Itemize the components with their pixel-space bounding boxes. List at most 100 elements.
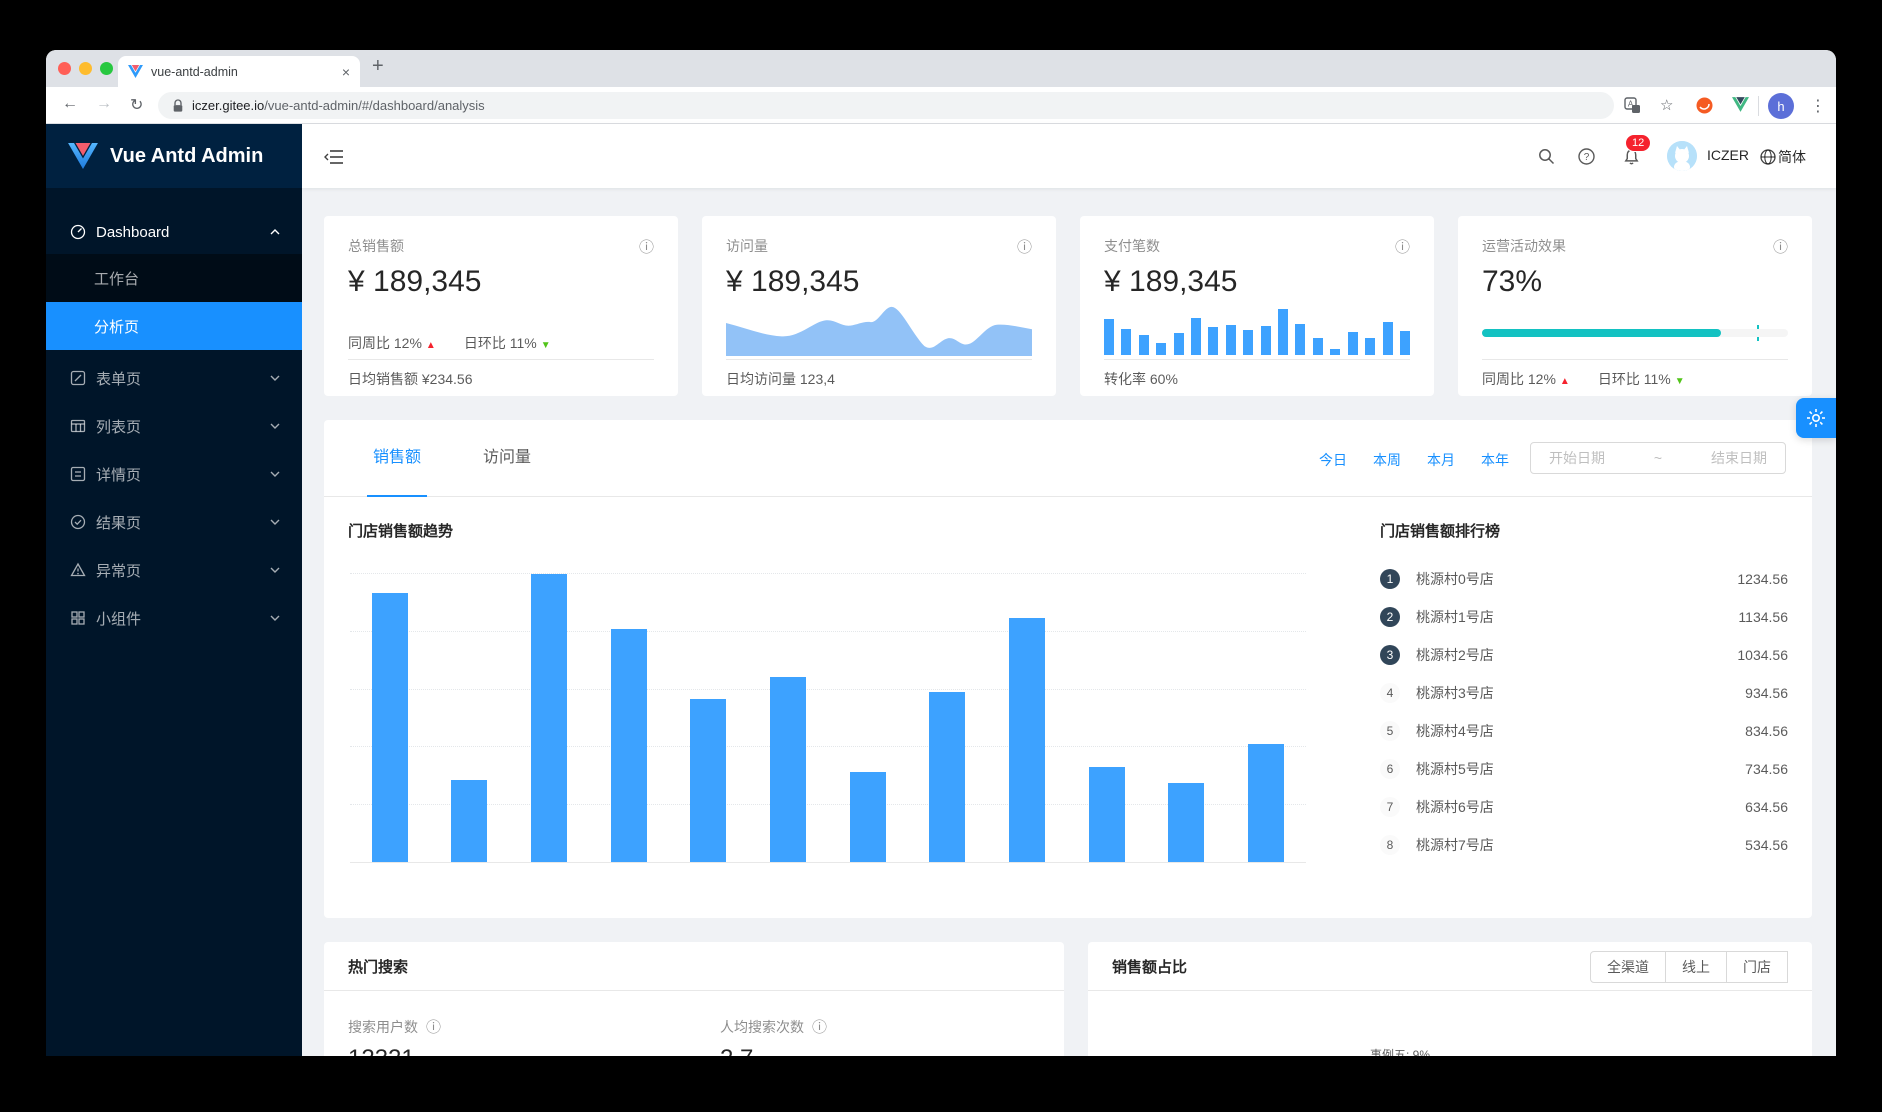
range-link[interactable]: 本月 <box>1427 452 1455 468</box>
ranking-title: 门店销售额排行榜 <box>1380 523 1501 540</box>
channel-button[interactable]: 线上 <box>1666 951 1727 983</box>
store-value: 834.56 <box>1745 723 1788 739</box>
user-avatar[interactable] <box>1667 141 1697 171</box>
chevron-up-icon <box>270 229 280 235</box>
browser-toolbar: ← → ↻ iczer.gitee.io/vue-antd-admin/#/da… <box>46 87 1836 124</box>
toolbar-divider <box>1758 96 1759 116</box>
cat-avatar-icon <box>1667 141 1697 171</box>
bookmark-star-icon[interactable]: ☆ <box>1660 97 1674 114</box>
store-value: 934.56 <box>1745 685 1788 701</box>
sidebar-item-label: 详情页 <box>96 466 142 484</box>
extension-orange-icon[interactable] <box>1696 97 1713 114</box>
forward-icon[interactable]: → <box>96 95 112 112</box>
card-title: 销售额占比 <box>1112 958 1188 976</box>
mini-bar <box>1243 330 1254 355</box>
browser-tabstrip: vue-antd-admin × + <box>46 50 1836 87</box>
sidebar-item-workbench[interactable]: 工作台 <box>46 254 302 302</box>
range-link[interactable]: 本周 <box>1373 452 1401 468</box>
browser-profile-avatar[interactable]: h <box>1768 93 1794 119</box>
address-bar[interactable]: iczer.gitee.io/vue-antd-admin/#/dashboar… <box>158 92 1614 119</box>
channel-button[interactable]: 门店 <box>1727 951 1788 983</box>
new-tab-button[interactable]: + <box>372 55 384 77</box>
caret-up-icon: ▲ <box>425 340 436 351</box>
progress-bar <box>1482 325 1788 341</box>
settings-fab-button[interactable] <box>1796 398 1836 438</box>
search-icon[interactable] <box>1538 148 1555 165</box>
menu-fold-icon[interactable] <box>324 148 344 166</box>
sidebar-item-form[interactable]: 表单页 <box>46 358 302 398</box>
browser-tab[interactable]: vue-antd-admin × <box>118 56 360 87</box>
hot-search-card: 热门搜索 搜索用户数 ⓘ 12321 71.2▲ 人均搜索次数 ⓘ <box>324 942 1064 1056</box>
progress-fill <box>1482 329 1721 337</box>
store-value: 634.56 <box>1745 799 1788 815</box>
app-logo[interactable]: Vue Antd Admin <box>46 124 302 188</box>
mini-bar <box>1104 319 1114 355</box>
mini-area-chart <box>726 306 1032 356</box>
sidebar-item-list[interactable]: 列表页 <box>46 406 302 446</box>
info-icon[interactable]: ⓘ <box>1772 239 1788 256</box>
store-name: 桃源村5号店 <box>1416 761 1494 777</box>
tab[interactable]: 销售额 <box>367 420 428 497</box>
appstore-icon <box>71 611 85 625</box>
sales-overview-card: 销售额 访问量 今日 本周 本月 本年 开始日期 ~ 结束日期 门店销售额趋势 <box>324 420 1812 918</box>
info-icon[interactable]: ⓘ <box>1394 239 1410 256</box>
sidebar-item-label: 分析页 <box>94 318 140 336</box>
date-separator: ~ <box>1653 450 1663 466</box>
sidebar-item-result[interactable]: 结果页 <box>46 502 302 542</box>
info-icon[interactable]: ⓘ <box>812 1019 828 1036</box>
sidebar-item-widgets[interactable]: 小组件 <box>46 598 302 638</box>
mini-bar-chart <box>1104 307 1410 355</box>
dashboard-icon <box>70 224 86 240</box>
minimize-window-button[interactable] <box>79 62 92 75</box>
sidebar-item-label: 小组件 <box>96 610 142 628</box>
close-window-button[interactable] <box>58 62 71 75</box>
globe-icon[interactable] <box>1760 149 1776 165</box>
back-icon[interactable]: ← <box>62 95 78 112</box>
info-icon[interactable]: ⓘ <box>638 239 654 256</box>
info-icon[interactable]: ⓘ <box>426 1019 442 1036</box>
chevron-down-icon <box>270 471 280 477</box>
translate-icon[interactable]: A <box>1624 97 1641 114</box>
notification-badge: 12 <box>1625 134 1652 152</box>
info-icon[interactable]: ⓘ <box>1016 239 1032 256</box>
ranking-row: 2 桃源村1号店 1134.56 <box>1380 598 1788 636</box>
range-link[interactable]: 今日 <box>1319 452 1347 468</box>
caret-up-icon: ▲ <box>1559 376 1570 387</box>
sidebar-item-label: 工作台 <box>94 270 140 288</box>
stat-title: 运营活动效果 <box>1482 238 1566 254</box>
warning-icon <box>70 562 86 577</box>
sidebar-item-detail[interactable]: 详情页 <box>46 454 302 494</box>
channel-button[interactable]: 全渠道 <box>1590 951 1666 983</box>
app-root: Vue Antd Admin Dashboard 工作台 <box>46 124 1836 1056</box>
favicon-vue-icon <box>128 65 143 78</box>
browser-menu-kebab-icon[interactable]: ⋮ <box>1810 98 1826 115</box>
sidebar-item-dashboard[interactable]: Dashboard <box>46 212 302 252</box>
tab-close-icon[interactable]: × <box>341 63 350 80</box>
sidebar-item-analysis-selected[interactable]: 分析页 <box>46 302 302 350</box>
range-link[interactable]: 本年 <box>1481 452 1509 468</box>
app-header: ? 12 ICZER 简体 <box>302 124 1836 188</box>
sidebar-item-exception[interactable]: 异常页 <box>46 550 302 590</box>
mini-bar <box>1382 322 1393 355</box>
username[interactable]: ICZER <box>1707 147 1749 163</box>
mini-bar <box>1295 323 1306 355</box>
metric-delta: 71.2▼ <box>769 1053 810 1056</box>
date-range-picker[interactable]: 开始日期 ~ 结束日期 <box>1530 442 1786 474</box>
help-icon[interactable]: ? <box>1578 148 1595 165</box>
ranking-list: 1 桃源村0号店 1234.56 2 桃源村1号店 1134.56 3 <box>1380 560 1788 864</box>
maximize-window-button[interactable] <box>100 62 113 75</box>
chart-bar <box>451 779 488 862</box>
reload-icon[interactable]: ↻ <box>130 97 144 114</box>
table-icon <box>70 419 86 433</box>
svg-text:?: ? <box>1584 152 1590 163</box>
chart-bar <box>1009 617 1046 862</box>
chart-bar <box>690 698 727 862</box>
mini-bar <box>1191 317 1202 355</box>
tab[interactable]: 访问量 <box>483 449 532 466</box>
mini-bar <box>1399 331 1410 355</box>
gear-icon <box>1807 409 1825 427</box>
chart-bar <box>849 772 886 862</box>
stat-card-effect: 运营活动效果 ⓘ 73% 同周比 12% ▲ 日环比 11% ▼ <box>1458 216 1812 396</box>
language-switcher[interactable]: 简体 <box>1778 149 1806 165</box>
vue-devtools-icon[interactable] <box>1732 97 1749 112</box>
